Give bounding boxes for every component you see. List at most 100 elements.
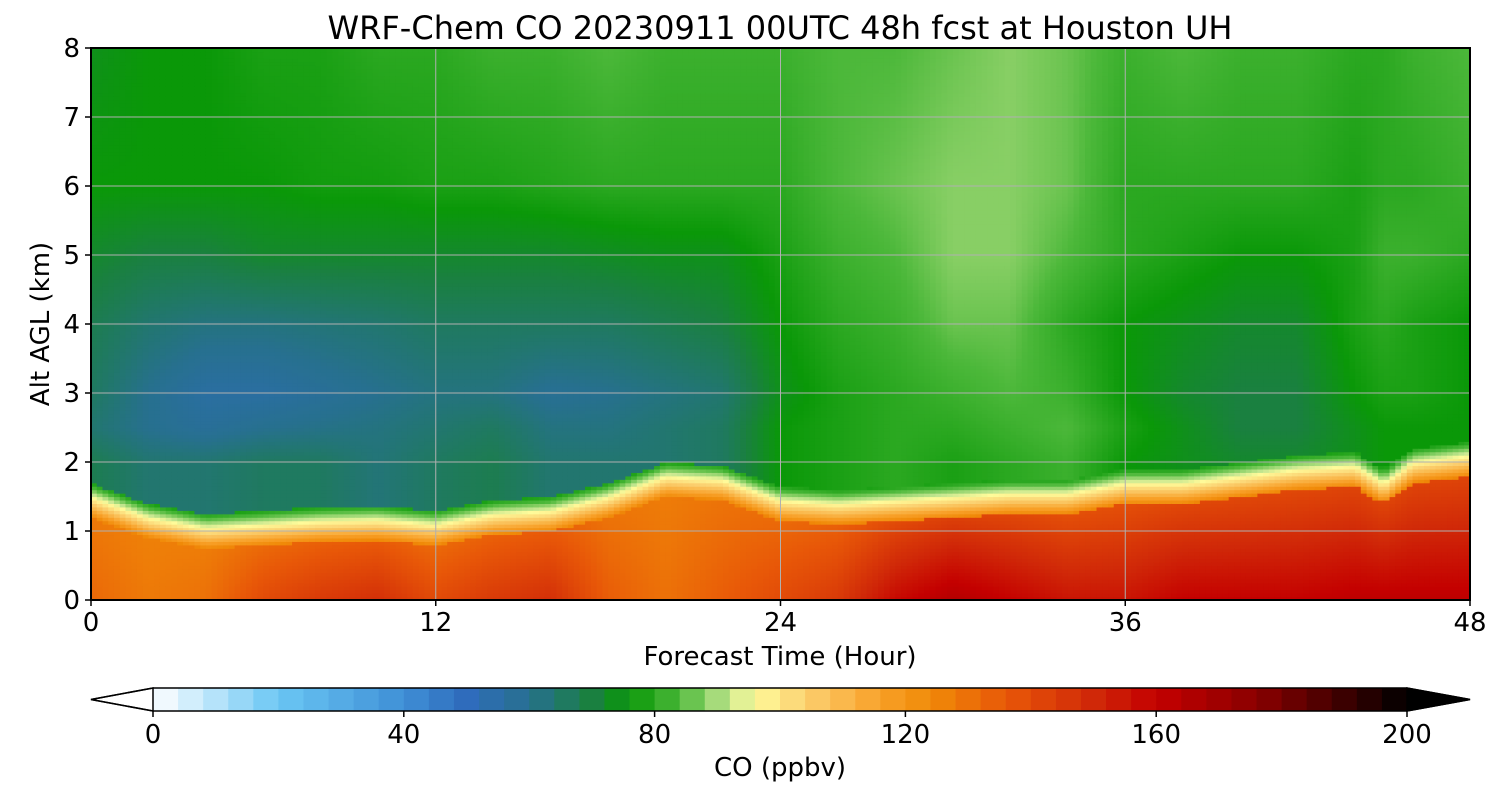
co-cell	[136, 234, 144, 239]
co-cell	[119, 379, 127, 384]
co-cell	[188, 113, 196, 118]
co-cell	[217, 596, 224, 601]
co-cell	[96, 458, 104, 463]
co-cell	[246, 382, 253, 387]
co-cell	[119, 85, 127, 90]
co-cell	[194, 399, 201, 404]
co-cell	[171, 196, 178, 201]
co-cell	[108, 144, 115, 149]
co-cell	[200, 248, 207, 253]
co-cell	[217, 151, 224, 156]
co-cell	[182, 351, 190, 356]
co-cell	[142, 551, 150, 556]
co-cell	[142, 541, 150, 546]
co-cell	[108, 223, 115, 228]
co-cell	[165, 255, 173, 260]
co-cell	[165, 317, 173, 322]
co-cell	[234, 399, 241, 404]
co-cell	[113, 520, 121, 525]
co-cell	[223, 241, 230, 246]
co-cell	[154, 475, 161, 480]
co-cell	[154, 320, 161, 325]
co-cell	[91, 296, 98, 301]
co-cell	[234, 199, 241, 204]
co-cell	[251, 54, 259, 59]
co-cell	[131, 503, 138, 508]
co-cell	[171, 175, 178, 180]
co-cell	[96, 537, 104, 542]
co-cell	[108, 175, 115, 180]
co-cell	[102, 72, 109, 77]
co-cell	[246, 462, 253, 467]
co-cell	[194, 534, 201, 539]
co-cell	[217, 499, 224, 504]
co-cell	[165, 237, 173, 242]
co-cell	[211, 130, 219, 135]
co-cell	[96, 534, 104, 539]
co-cell	[217, 85, 224, 90]
co-cell	[200, 441, 207, 446]
co-cell	[171, 54, 178, 59]
co-cell	[136, 113, 144, 118]
co-cell	[136, 272, 144, 277]
co-cell	[228, 317, 236, 322]
co-cell	[171, 568, 178, 573]
co-cell	[211, 161, 219, 166]
co-cell	[108, 130, 115, 135]
co-cell	[131, 144, 138, 149]
co-cell	[217, 375, 224, 380]
co-cell	[125, 113, 132, 118]
co-cell	[246, 241, 253, 246]
co-cell	[108, 589, 115, 594]
co-cell	[177, 179, 184, 184]
co-cell	[228, 434, 236, 439]
co-cell	[96, 479, 104, 484]
co-cell	[136, 210, 144, 215]
co-cell	[223, 113, 230, 118]
co-cell	[246, 341, 253, 346]
co-cell	[246, 593, 253, 598]
co-cell	[154, 575, 161, 580]
co-cell	[96, 189, 104, 194]
co-cell	[131, 520, 138, 525]
co-cell	[142, 496, 150, 501]
co-cell	[91, 120, 98, 125]
co-cell	[228, 48, 236, 53]
co-cell	[211, 248, 219, 253]
co-cell	[188, 379, 196, 384]
co-cell	[188, 593, 196, 598]
co-cell	[119, 165, 127, 170]
co-cell	[171, 496, 178, 501]
co-cell	[194, 110, 201, 115]
co-cell	[228, 468, 236, 473]
co-cell	[96, 596, 104, 601]
co-cell	[108, 393, 115, 398]
co-cell	[200, 275, 207, 280]
co-cell	[240, 524, 247, 529]
co-cell	[177, 420, 184, 425]
co-cell	[228, 344, 236, 349]
co-cell	[142, 103, 150, 108]
co-cell	[108, 306, 115, 311]
co-cell	[125, 144, 132, 149]
co-cell	[142, 544, 150, 549]
co-cell	[125, 289, 132, 294]
co-cell	[177, 130, 184, 135]
co-cell	[91, 72, 98, 77]
co-cell	[108, 489, 115, 494]
co-cell	[165, 96, 173, 101]
co-cell	[154, 351, 161, 356]
co-cell	[240, 199, 247, 204]
co-cell	[205, 413, 213, 418]
co-cell	[131, 348, 138, 353]
co-cell	[240, 341, 247, 346]
co-cell	[165, 272, 173, 277]
co-cell	[246, 79, 253, 84]
co-cell	[223, 451, 230, 456]
co-cell	[182, 165, 190, 170]
co-cell	[131, 292, 138, 297]
co-cell	[96, 61, 104, 66]
co-cell	[108, 89, 115, 94]
co-cell	[159, 206, 167, 211]
co-cell	[177, 289, 184, 294]
